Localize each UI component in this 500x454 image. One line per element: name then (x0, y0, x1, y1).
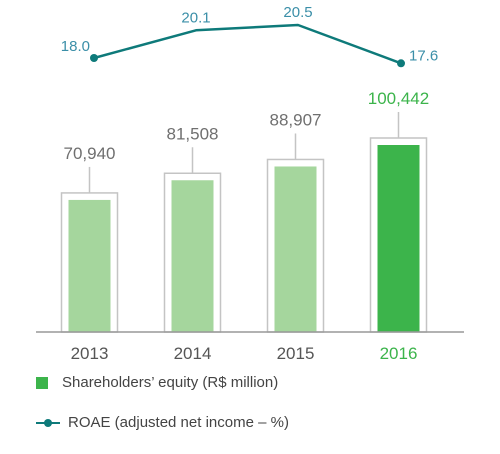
bar (274, 166, 317, 332)
roae-value-label: 20.5 (283, 4, 312, 21)
legend-label-equity: Shareholders’ equity (R$ million) (62, 374, 279, 391)
legend-line-swatch (36, 417, 60, 429)
x-tick-label: 2013 (71, 344, 109, 363)
roae-value-label: 20.1 (181, 9, 210, 26)
legend-bar-swatch (36, 376, 48, 389)
roae-point (90, 54, 98, 62)
roae-point (397, 59, 405, 68)
legend-item-equity: Shareholders’ equity (R$ million) (36, 374, 278, 391)
x-tick-label: 2016 (380, 344, 418, 363)
bar-value-label: 81,508 (167, 124, 219, 143)
bar-value-label: 70,940 (64, 144, 116, 163)
bar (377, 145, 420, 332)
roae-value-label: 18.0 (61, 38, 90, 55)
roae-value-label: 17.6 (409, 47, 438, 64)
bar (171, 180, 214, 332)
bar-value-label: 88,907 (270, 110, 322, 129)
bar-value-label: 100,442 (368, 89, 429, 108)
bar (68, 199, 111, 332)
x-tick-label: 2015 (277, 344, 315, 363)
roae-line (93, 23, 402, 65)
x-tick-label: 2014 (174, 344, 212, 363)
legend-item-roae: ROAE (adjusted net income – %) (36, 414, 289, 431)
legend-label-roae: ROAE (adjusted net income – %) (68, 414, 289, 431)
